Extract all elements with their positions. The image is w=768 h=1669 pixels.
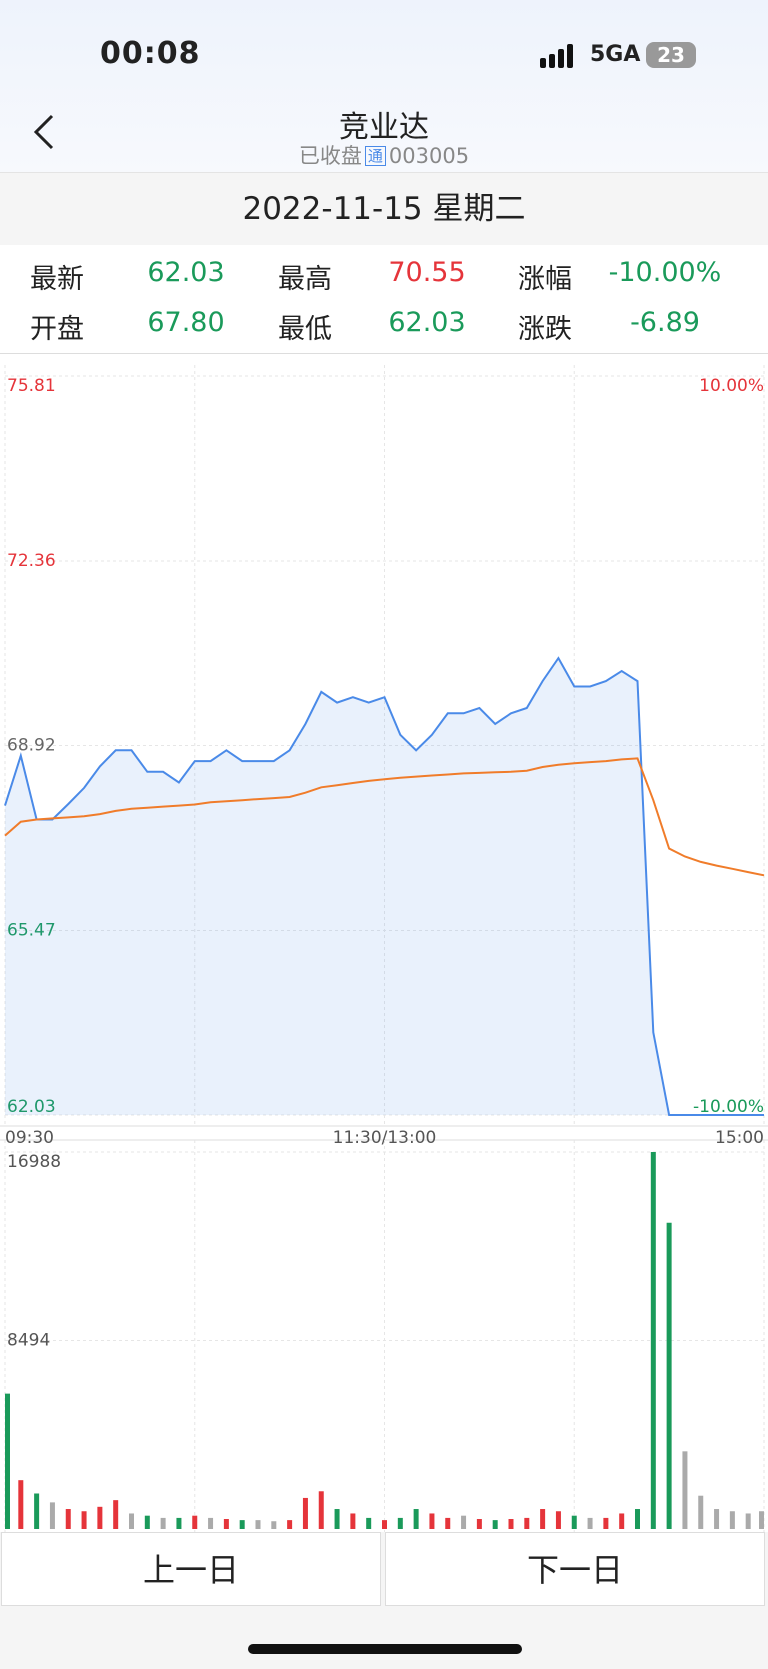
- volume-bar: [239, 1520, 245, 1529]
- volume-bar: [698, 1495, 704, 1529]
- volume-bar: [318, 1491, 324, 1529]
- volume-bar: [759, 1511, 764, 1529]
- quote-value: -6.89: [630, 307, 700, 338]
- volume-bar: [113, 1500, 119, 1529]
- volume-bar: [571, 1515, 577, 1529]
- volume-bar: [271, 1521, 277, 1529]
- intraday-chart: 09:30 11:30/13:00 15:00 75.81 72.36 68.92 65.4…: [0, 354, 768, 1532]
- battery: 23: [646, 42, 696, 68]
- volume-bar: [208, 1517, 214, 1529]
- volume-bar: [255, 1520, 261, 1529]
- volume-bar: [429, 1513, 435, 1529]
- y-tick-label: 62.03: [7, 1097, 56, 1117]
- volume-bar: [413, 1509, 419, 1529]
- volume-bar: [682, 1451, 688, 1529]
- y-tick-label: 65.47: [7, 921, 56, 941]
- quote-label: 最新: [30, 264, 84, 295]
- volume-bar: [97, 1506, 103, 1529]
- volume-bar: [302, 1497, 308, 1529]
- volume-bar: [129, 1513, 134, 1529]
- badge: 通: [364, 146, 386, 166]
- quote-value: 67.80: [147, 307, 225, 338]
- network-label: 5GA: [590, 42, 641, 67]
- volume-bar: [445, 1517, 451, 1529]
- volume-bar: [350, 1513, 356, 1529]
- y-tick-label: 72.36: [7, 551, 56, 571]
- date-bar: 2022-11-15 星期二: [0, 172, 768, 246]
- price-line: [4, 656, 764, 1116]
- y2-tick-label: 10.00%: [699, 376, 764, 396]
- volume-bar: [745, 1513, 751, 1529]
- quote-value: 62.03: [147, 257, 225, 288]
- volume-bar: [287, 1520, 293, 1529]
- volume-bar: [476, 1519, 482, 1529]
- volume-bar: [524, 1517, 530, 1529]
- volume-bar: [49, 1502, 55, 1529]
- price-area: [5, 658, 764, 1115]
- y-tick-label: 16988: [7, 1152, 61, 1172]
- volume-bar: [635, 1509, 640, 1529]
- volume-bar: [382, 1520, 387, 1529]
- average-line: [4, 757, 765, 877]
- market-status: 已收盘: [298, 144, 362, 168]
- volume-bar: [492, 1520, 498, 1529]
- quote-label: 最低: [278, 314, 332, 345]
- stock-info: 已收盘通 003005: [0, 140, 768, 170]
- volume-bar: [34, 1493, 40, 1529]
- quote-label: 涨跌: [518, 314, 572, 345]
- volume-bar: [144, 1515, 150, 1529]
- x-tick-label: 15:00: [715, 1128, 764, 1148]
- volume-bar: [176, 1517, 182, 1529]
- volume-bar: [714, 1509, 720, 1529]
- top-bar: [0, 0, 768, 172]
- volume-bar: [729, 1511, 735, 1529]
- clock: 00:08: [100, 36, 201, 71]
- y-tick-label: 8494: [7, 1331, 50, 1351]
- y-tick-label: 68.92: [7, 736, 56, 756]
- back-button[interactable]: [30, 112, 60, 152]
- quote-label: 最高: [278, 264, 332, 295]
- signal-icon: [540, 44, 573, 68]
- stock-name: 竞业达: [339, 110, 429, 145]
- quote-value: -10.00%: [608, 257, 722, 288]
- volume-bar: [540, 1509, 546, 1529]
- volume-bar: [65, 1509, 71, 1529]
- volume-bar: [508, 1519, 514, 1529]
- volume-bar: [397, 1517, 403, 1529]
- volume-bar: [587, 1517, 593, 1529]
- volume-bar: [18, 1480, 24, 1529]
- volume-bar: [366, 1517, 372, 1529]
- volume-bar: [81, 1511, 87, 1529]
- volume-bar: [666, 1222, 672, 1529]
- volume-bar: [650, 1152, 656, 1529]
- volume-bar: [619, 1513, 625, 1529]
- y2-tick-label: -10.00%: [693, 1097, 764, 1117]
- volume-bar: [160, 1517, 166, 1529]
- x-tick-label: 11:30/13:00: [333, 1128, 437, 1148]
- volume-bar: [192, 1515, 198, 1529]
- volume-bar: [555, 1511, 561, 1529]
- volume-bar: [223, 1519, 229, 1529]
- y-tick-label: 75.81: [7, 376, 56, 396]
- quote-value: 70.55: [388, 257, 466, 288]
- volume-bar: [603, 1517, 609, 1529]
- quote-label: 开盘: [30, 314, 84, 345]
- next-day-button[interactable]: 下一日: [385, 1532, 765, 1606]
- quote-label: 涨幅: [518, 264, 572, 295]
- prev-day-button[interactable]: 上一日: [1, 1532, 381, 1606]
- volume-bar: [5, 1393, 10, 1529]
- stock-code: 003005: [388, 144, 470, 168]
- volume-bar: [461, 1515, 467, 1529]
- volume-bar: [334, 1509, 340, 1529]
- home-indicator: [248, 1644, 522, 1654]
- x-tick-label: 09:30: [5, 1128, 54, 1148]
- quote-value: 62.03: [388, 307, 466, 338]
- quote-panel: 最新 62.03 最高 70.55 涨幅 -10.00% 开盘 67.80 最低 62.03 涨跌 -…: [0, 245, 768, 354]
